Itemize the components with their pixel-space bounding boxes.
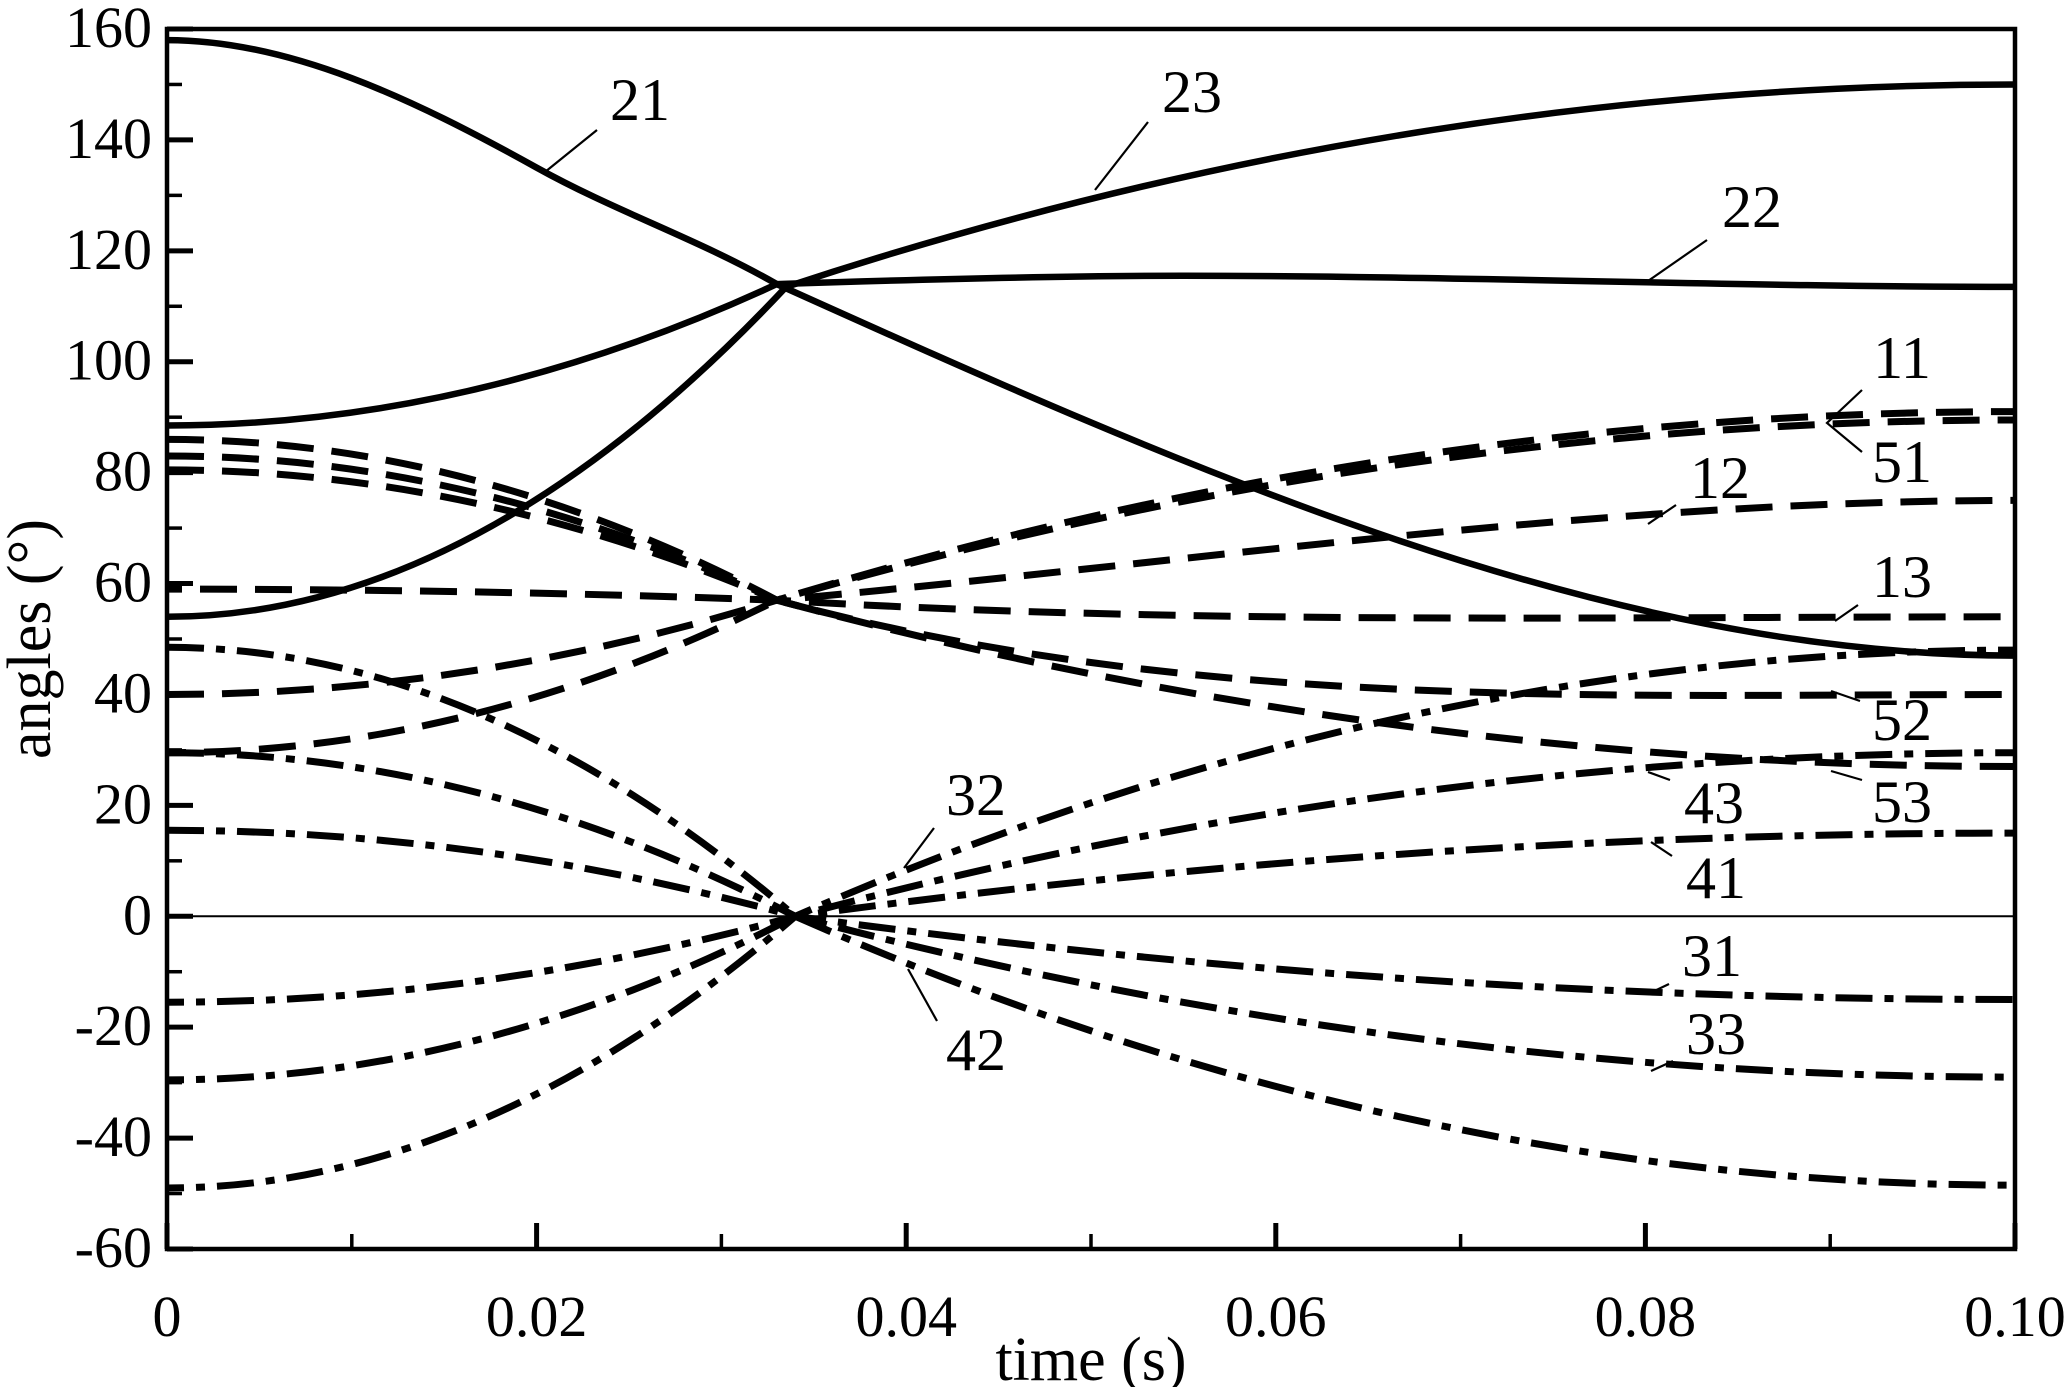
curve-label-13: 13 [1872,544,1932,610]
leader-31 [1647,983,1670,995]
curve-43 [166,749,2016,1084]
curve-41 [166,829,2016,1006]
x-tick-label: 0.02 [486,1284,588,1349]
curve-label-32: 32 [946,762,1006,828]
leader-13 [1834,604,1859,622]
y-tick-label: 0 [123,882,152,947]
y-tick-label: 60 [94,550,152,615]
leader-53 [1830,769,1863,782]
curve-13 [166,466,2016,622]
curve-21 [166,36,2016,659]
curve-22 [166,272,2016,429]
curve-label-12: 12 [1690,445,1750,511]
curve-12 [166,452,2016,604]
curve-31 [166,826,2016,1003]
curve-label-43: 43 [1684,770,1744,836]
curve-label-31: 31 [1682,923,1742,989]
x-tick-label: 0.06 [1225,1284,1327,1349]
y-axis-title: angles (°) [0,519,64,759]
y-tick-label: -60 [75,1215,152,1280]
curve-23 [166,81,2016,621]
y-tick-label: 80 [94,439,152,504]
curve-label-21: 21 [610,67,670,133]
x-tick-label: 0 [153,1284,182,1349]
leader-21 [544,129,598,173]
leader-42 [907,968,938,1022]
leader-32 [903,827,935,869]
curve-52 [166,596,2016,699]
leader-11 [1825,389,1863,453]
y-tick-label: -20 [75,993,152,1058]
y-tick-label: -40 [75,1104,152,1169]
curve-32 [166,646,2016,1192]
x-tick-label: 0.04 [855,1284,957,1349]
curve-label-52: 52 [1872,687,1932,753]
y-tick-label: 20 [94,771,152,836]
x-axis-title: time (s) [995,1326,1186,1387]
curve-label-42: 42 [946,1017,1006,1083]
y-tick-label: 160 [65,0,152,60]
curve-label-23: 23 [1162,59,1222,125]
y-tick-label: 140 [65,106,152,171]
curve-label-22: 22 [1722,174,1782,240]
curve-label-41: 41 [1686,845,1746,911]
x-tick-label: 0.10 [1964,1284,2066,1349]
curve-42 [166,643,2016,1189]
leader-22 [1647,239,1708,282]
y-tick-label: 40 [94,660,152,725]
curve-33 [166,749,2016,1081]
curve-label-51: 51 [1872,429,1932,495]
curve-label-11: 11 [1873,325,1931,391]
leader-41 [1650,841,1673,857]
curve-label-53: 53 [1872,769,1932,835]
leader-33 [1650,1059,1674,1073]
y-tick-label: 120 [65,217,152,282]
y-tick-label: 100 [65,328,152,393]
x-tick-label: 0.08 [1595,1284,1697,1349]
leader-23 [1094,121,1149,191]
leader-52 [1830,689,1861,703]
curve-51 [166,416,2016,604]
curve-53 [166,596,2016,770]
leader-43 [1647,770,1671,782]
curve-label-33: 33 [1686,1001,1746,1067]
leader-12 [1647,504,1677,525]
